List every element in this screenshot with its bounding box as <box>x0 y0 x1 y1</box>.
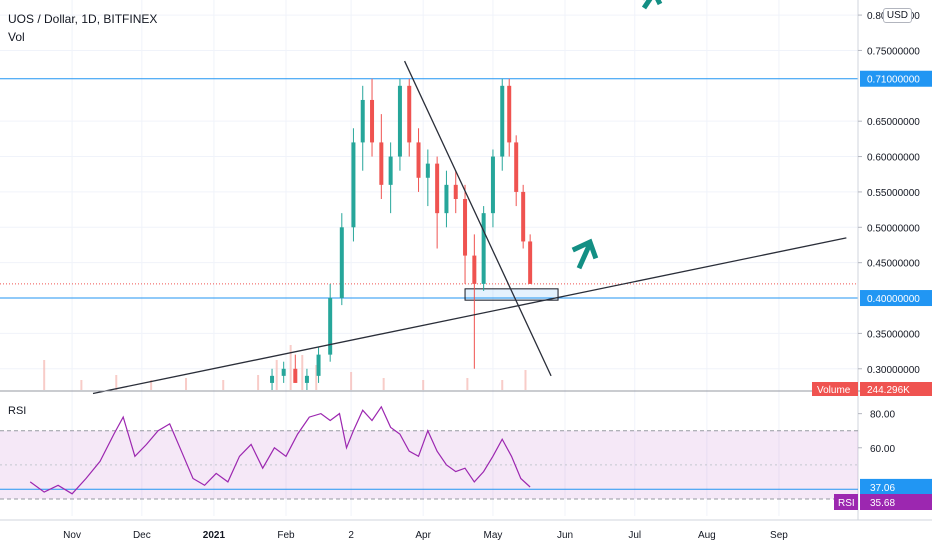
candle-body <box>388 156 393 185</box>
price-axis-label: 0.75000000 <box>867 46 920 57</box>
time-axis-label: 2 <box>348 530 354 541</box>
price-axis-label: 0.65000000 <box>867 117 920 128</box>
candle-body <box>416 142 421 178</box>
candle-body <box>490 156 495 214</box>
volume-bar <box>185 378 188 390</box>
volume-bar <box>43 360 46 390</box>
rsi-badge-value: 35.68 <box>870 498 895 509</box>
rsi-title: RSI <box>8 405 26 417</box>
volume-bar <box>80 380 83 390</box>
volume-bar <box>382 378 385 390</box>
volume-badge-value: 244.296K <box>867 385 910 396</box>
volume-badge-value-bg <box>860 382 932 396</box>
price-axis-label: 0.50000000 <box>867 223 920 234</box>
time-axis-label: Nov <box>63 530 81 541</box>
candle-body <box>360 99 365 143</box>
teal-arrow-top-icon <box>641 0 663 10</box>
candle-body <box>351 142 356 228</box>
volume-bar <box>524 370 527 390</box>
rsi-current-label: 37.06 <box>870 483 895 494</box>
time-axis-label: May <box>483 530 502 541</box>
price-axis-label: 0.45000000 <box>867 259 920 270</box>
volume-bar <box>289 345 292 390</box>
candle-body <box>370 99 375 143</box>
rsi-axis-label: 60.00 <box>870 444 895 455</box>
price-axis-label: 0.35000000 <box>867 329 920 340</box>
volume-bar <box>422 380 425 390</box>
candle-body <box>514 142 519 192</box>
candle-body <box>481 213 486 284</box>
volume-bar <box>315 365 318 390</box>
volume-bar <box>222 380 225 390</box>
arrow-stroke <box>571 238 599 270</box>
volume-badge-label: Volume <box>817 385 851 396</box>
candle-body <box>379 142 384 185</box>
candle-body <box>453 184 458 199</box>
time-axis-label: Jun <box>557 530 573 541</box>
volume-bar <box>466 378 469 390</box>
candle-body <box>281 368 286 376</box>
candle-body <box>472 255 477 284</box>
price-label-badge <box>860 70 932 87</box>
candle-body <box>328 298 333 355</box>
volume-bar <box>150 380 153 390</box>
support-box <box>464 288 559 301</box>
candle-body <box>435 163 440 214</box>
candle-body <box>500 85 505 157</box>
symbol-title: UOS / Dollar, 1D, BITFINEX <box>8 12 158 26</box>
volume-bar <box>275 360 278 390</box>
rsi-badge-value-bg <box>860 494 932 510</box>
time-axis-label: Sep <box>770 530 788 541</box>
candle-body <box>316 354 321 376</box>
currency-button[interactable]: USD <box>882 8 912 23</box>
price-axis-label: 0.60000000 <box>867 153 920 164</box>
rsi-current-badge <box>860 478 932 495</box>
price-label-text: 0.71000000 <box>867 75 920 86</box>
candle-body <box>339 227 344 299</box>
volume-bar <box>257 375 260 390</box>
candle-body <box>293 368 298 383</box>
time-axis-label: Dec <box>133 530 151 541</box>
price-axis-label: 0.55000000 <box>867 188 920 199</box>
rsi-line <box>29 405 531 495</box>
time-axis-label: Apr <box>415 530 431 541</box>
candle-body <box>521 191 526 242</box>
price-label-badge <box>860 290 932 307</box>
trendline <box>403 60 552 377</box>
arrow-stroke <box>641 0 663 10</box>
candle-body <box>425 163 430 178</box>
volume-badge-name <box>812 382 858 396</box>
candle-body <box>270 375 275 383</box>
time-axis-label: Aug <box>698 530 716 541</box>
volume-indicator-label: Vol <box>8 30 25 44</box>
candle-body <box>304 375 309 383</box>
rsi-axis-label: 80.00 <box>870 410 895 421</box>
time-axis-label: Feb <box>277 530 295 541</box>
volume-bar <box>301 355 304 390</box>
volume-bar <box>115 375 118 390</box>
volume-bar <box>350 372 353 390</box>
candle-body <box>463 199 468 256</box>
price-label-text: 0.40000000 <box>867 294 920 305</box>
candle-body <box>444 184 449 214</box>
volume-bar <box>501 380 504 390</box>
time-axis-label: 2021 <box>203 530 226 541</box>
candle-body <box>397 85 402 157</box>
time-axis-label: Jul <box>628 530 641 541</box>
rsi-badge-name <box>834 494 858 510</box>
rsi-badge-label: RSI <box>838 498 855 509</box>
teal-arrow-up-right-icon <box>571 238 599 270</box>
price-axis-label: 0.30000000 <box>867 365 920 376</box>
rsi-band-fill <box>0 430 858 499</box>
candle-body <box>528 241 533 284</box>
candle-body <box>407 85 412 143</box>
candle-body <box>507 85 512 143</box>
trendline <box>92 237 847 395</box>
